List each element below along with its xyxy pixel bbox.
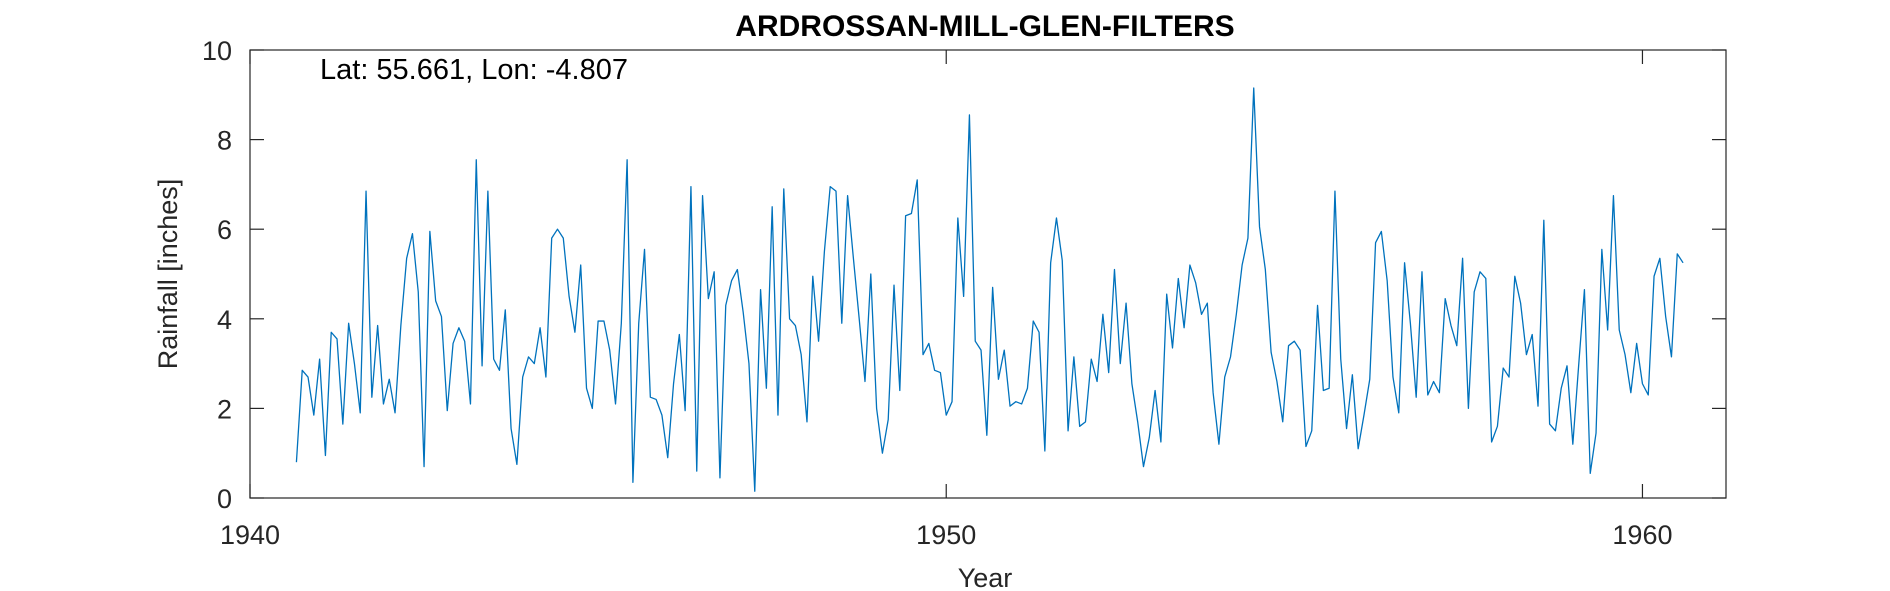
y-tick-label: 4 <box>217 305 232 335</box>
y-tick-label: 2 <box>217 394 232 424</box>
x-axis-label: Year <box>958 563 1013 591</box>
x-tick-label: 1960 <box>1612 520 1672 550</box>
y-tick-label: 10 <box>202 36 232 66</box>
y-tick-label: 8 <box>217 126 232 156</box>
rainfall-series-line <box>295 87 1684 492</box>
x-tick-label: 1940 <box>220 520 280 550</box>
location-annotation: Lat: 55.661, Lon: -4.807 <box>320 54 628 86</box>
y-tick-label: 0 <box>217 484 232 514</box>
x-tick-label: 1950 <box>916 520 976 550</box>
plot-frame <box>249 49 1727 499</box>
y-axis-label: Rainfall [inches] <box>153 179 183 370</box>
chart-title: ARDROSSAN-MILL-GLEN-FILTERS <box>735 10 1234 43</box>
y-tick-label: 6 <box>217 215 232 245</box>
plot-area <box>250 50 1726 498</box>
tick-labels: 1940 1950 1960 0 2 4 6 8 10 <box>202 36 1673 550</box>
